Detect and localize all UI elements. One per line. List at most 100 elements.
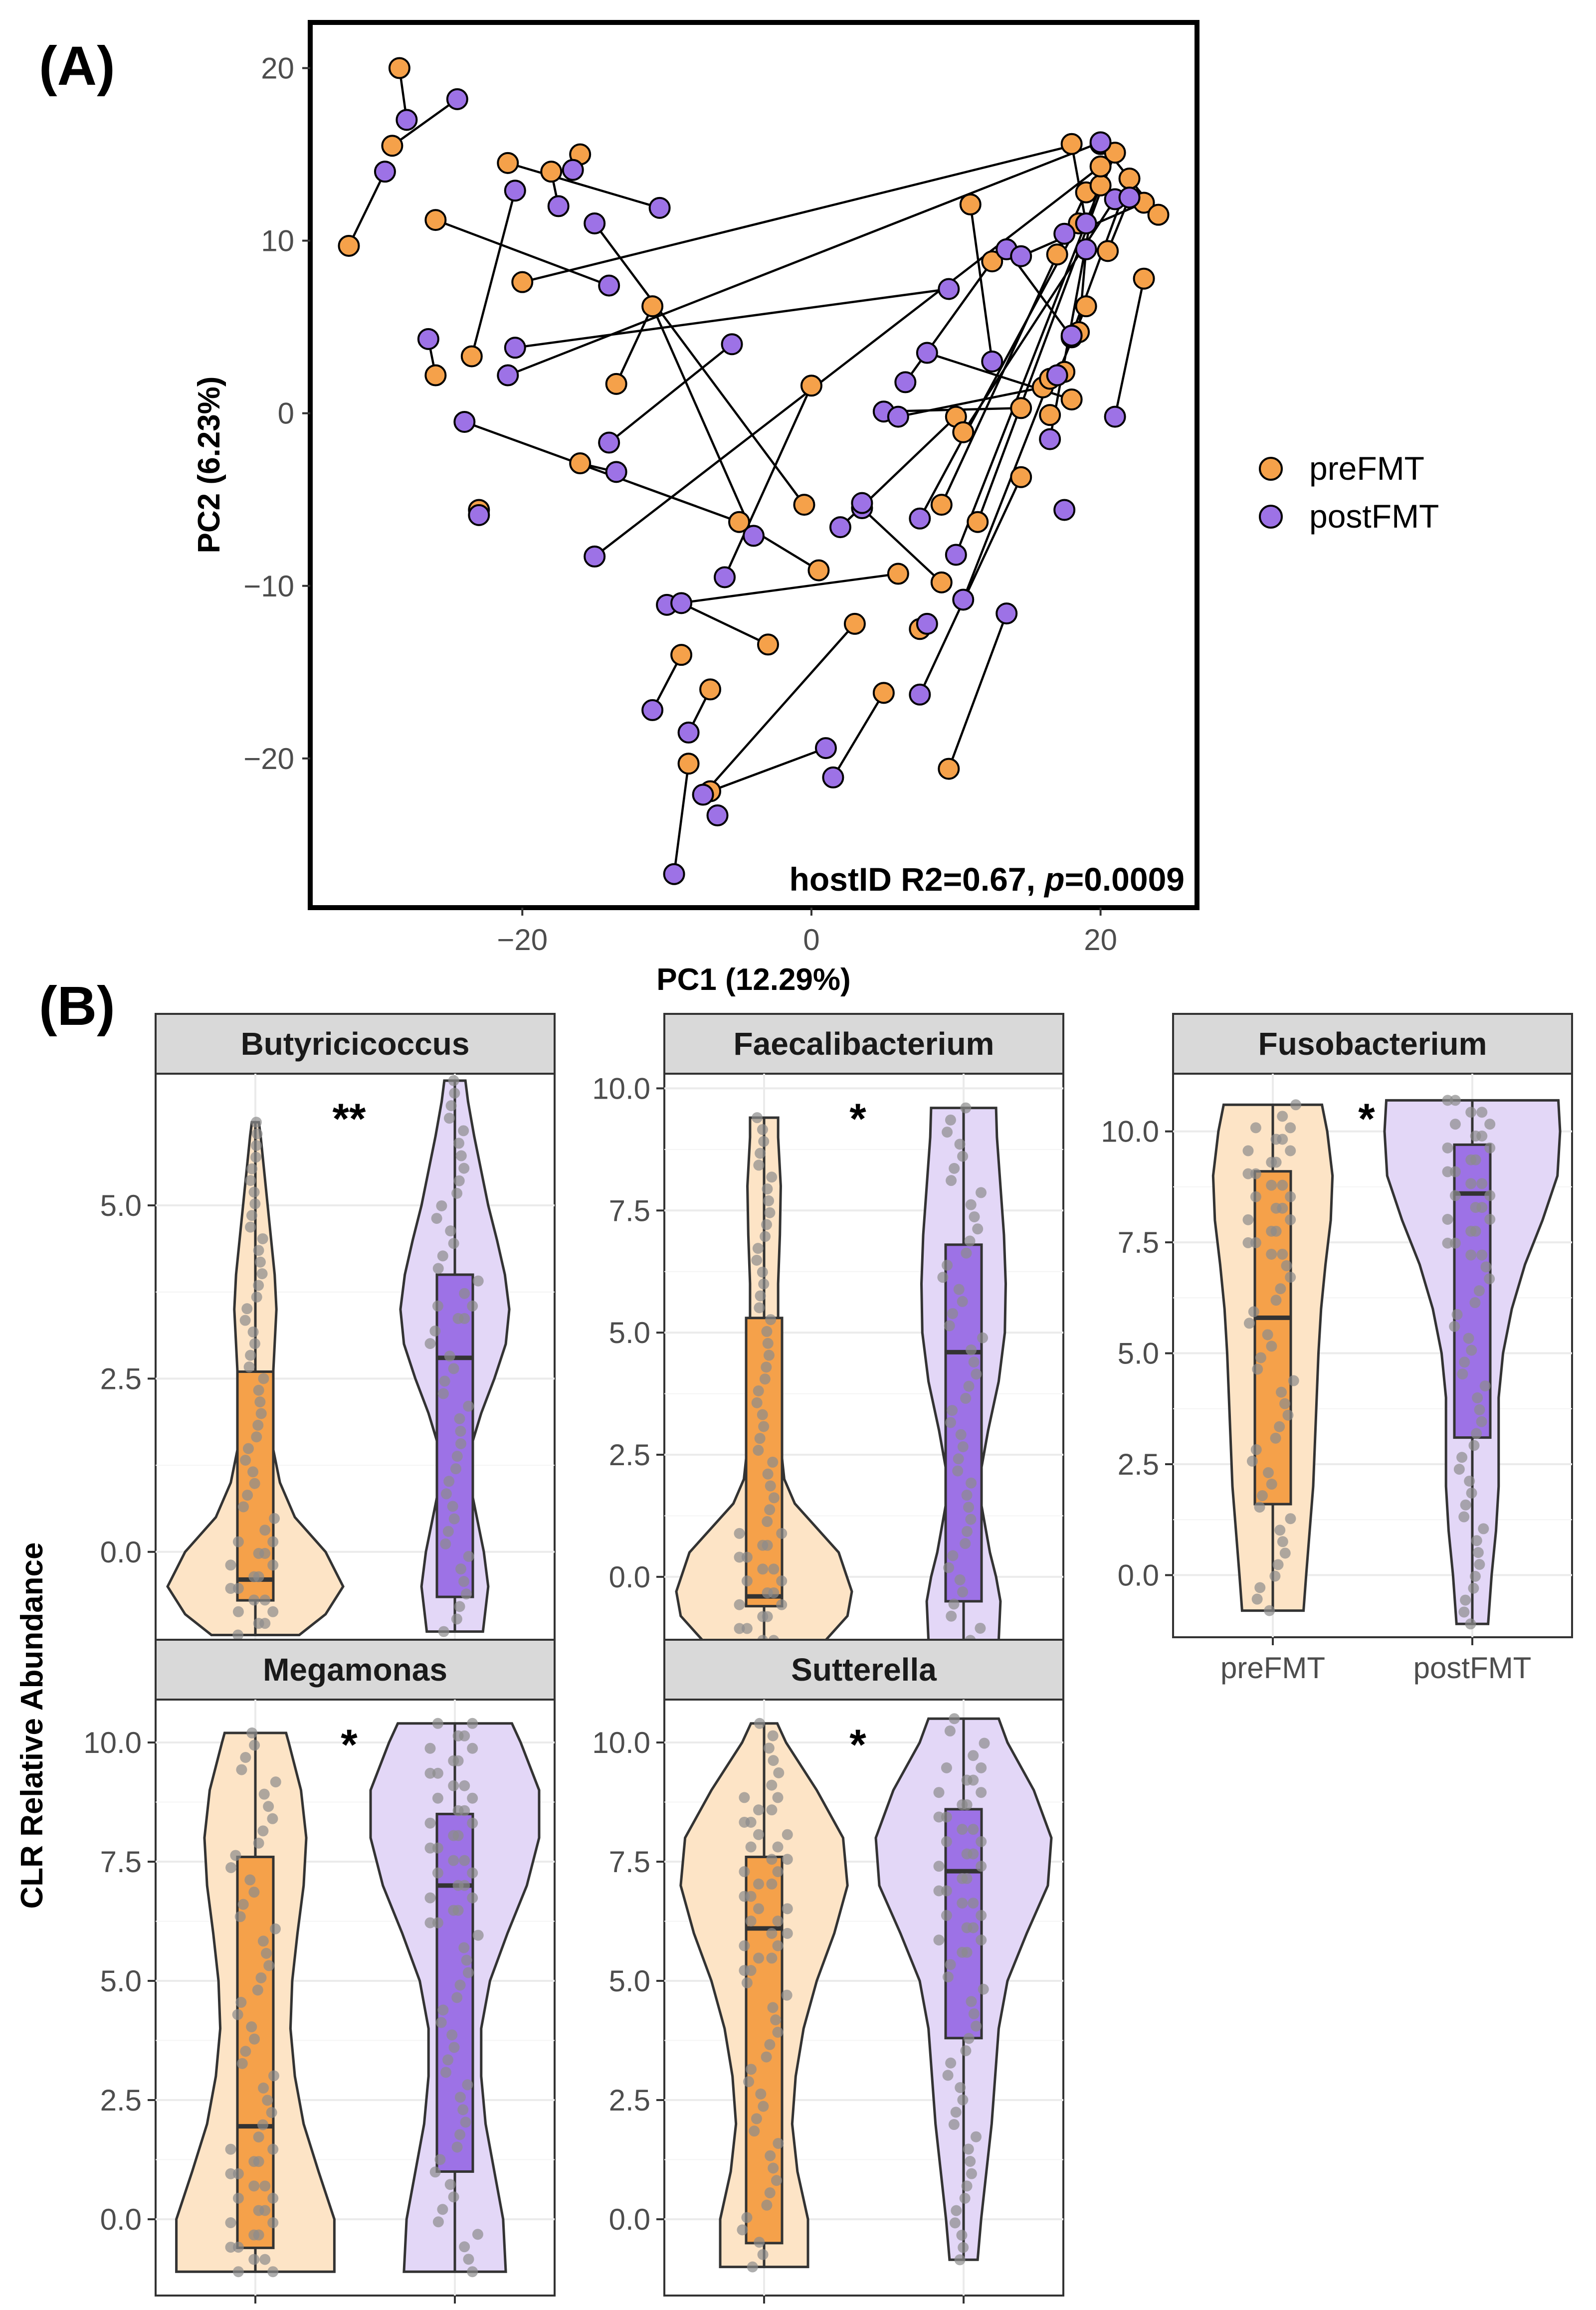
jitter-faecalibacterium-post-42 — [942, 1127, 953, 1138]
jitter-faecalibacterium-post-23 — [968, 1356, 980, 1368]
jitter-sutterella-pre-52 — [739, 1792, 750, 1803]
pair-line-28 — [832, 692, 885, 778]
jitter-fusobacterium-post-33 — [1449, 1237, 1461, 1249]
jitter-fusobacterium-post-43 — [1476, 1178, 1488, 1189]
pcoa-x-tick-label-2: 20 — [1084, 923, 1117, 957]
jitter-faecalibacterium-pre-32 — [759, 1373, 771, 1385]
jitter-butyricicoccus-post-46 — [448, 1075, 459, 1086]
jitter-sutterella-post-57 — [968, 1750, 979, 1761]
jitter-fusobacterium-pre-46 — [1242, 1168, 1254, 1179]
jitter-butyricicoccus-pre-42 — [257, 1233, 268, 1244]
jitter-butyricicoccus-post-29 — [459, 1288, 470, 1299]
jitter-butyricicoccus-pre-4 — [232, 1606, 244, 1617]
jitter-butyricicoccus-pre-8 — [225, 1583, 236, 1594]
pcoa-annotation: hostID R2=0.67, p=0.0009 — [790, 861, 1185, 898]
point-prefmt-24 — [872, 682, 895, 704]
point-postfmt-7 — [584, 212, 606, 234]
jitter-megamonas-post-25 — [461, 1954, 472, 1966]
jitter-butyricicoccus-pre-10 — [253, 1571, 264, 1582]
jitter-faecalibacterium-pre-6 — [734, 1599, 745, 1610]
jitter-megamonas-post-28 — [432, 1917, 443, 1928]
jitter-megamonas-post-59 — [459, 1730, 470, 1741]
jitter-butyricicoccus-pre-11 — [225, 1559, 236, 1571]
point-postfmt-2 — [446, 88, 468, 110]
jitter-butyricicoccus-post-41 — [453, 1138, 465, 1149]
jitter-fusobacterium-post-16 — [1471, 1428, 1482, 1439]
jitter-faecalibacterium-pre-44 — [760, 1231, 771, 1242]
y-tick-label-sutterella-3: 7.5 — [609, 1845, 650, 1879]
jitter-sutterella-pre-44 — [772, 1841, 784, 1853]
jitter-megamonas-post-27 — [472, 1929, 484, 1941]
jitter-megamonas-post-31 — [452, 1905, 464, 1916]
point-prefmt-6 — [424, 209, 447, 231]
point-postfmt-55 — [1118, 187, 1141, 209]
pair-line-42 — [962, 378, 1051, 600]
jitter-butyricicoccus-pre-7 — [232, 1583, 244, 1594]
jitter-megamonas-post-44 — [424, 1817, 436, 1829]
jitter-fusobacterium-post-25 — [1449, 1321, 1460, 1332]
y-tick-label-faecalibacterium-0: 0.0 — [609, 1560, 650, 1594]
point-postfmt-26 — [663, 863, 685, 885]
point-postfmt-34 — [894, 371, 917, 393]
legend-swatch-prefmt — [1259, 457, 1283, 481]
jitter-butyricicoccus-pre-34 — [247, 1326, 259, 1338]
jitter-sutterella-post-43 — [976, 1836, 987, 1847]
jitter-megamonas-pre-48 — [267, 1813, 278, 1824]
jitter-megamonas-post-32 — [424, 1892, 436, 1904]
jitter-megamonas-pre-0 — [267, 2266, 279, 2278]
jitter-megamonas-post-61 — [432, 1718, 443, 1729]
jitter-fusobacterium-post-4 — [1469, 1570, 1481, 1582]
jitter-fusobacterium-post-54 — [1449, 1119, 1461, 1130]
point-postfmt-10 — [504, 337, 526, 359]
jitter-fusobacterium-pre-1 — [1251, 1593, 1263, 1605]
jitter-megamonas-pre-55 — [246, 1727, 258, 1738]
point-prefmt-53 — [1118, 168, 1141, 190]
jitter-faecalibacterium-pre-22 — [768, 1492, 780, 1504]
jitter-fusobacterium-pre-41 — [1285, 1191, 1296, 1202]
jitter-sutterella-post-27 — [933, 1934, 945, 1946]
strip-sutterella — [663, 1639, 1064, 1701]
point-prefmt-40 — [1046, 243, 1068, 266]
jitter-butyricicoccus-post-34 — [445, 1225, 456, 1237]
jitter-sutterella-pre-59 — [754, 1718, 765, 1729]
jitter-fusobacterium-pre-9 — [1254, 1502, 1265, 1513]
point-prefmt-11 — [605, 373, 627, 395]
jitter-faecalibacterium-pre-46 — [764, 1207, 776, 1218]
y-tick-label-butyricicoccus-1: 2.5 — [100, 1362, 142, 1395]
jitter-butyricicoccus-pre-35 — [239, 1315, 251, 1326]
jitter-megamonas-pre-20 — [225, 2143, 236, 2155]
jitter-fusobacterium-post-48 — [1470, 1154, 1481, 1165]
point-postfmt-52 — [1104, 405, 1126, 428]
jitter-sutterella-pre-26 — [753, 1952, 764, 1964]
jitter-fusobacterium-pre-48 — [1270, 1156, 1282, 1168]
jitter-butyricicoccus-pre-21 — [249, 1478, 260, 1489]
jitter-fusobacterium-pre-20 — [1288, 1375, 1299, 1386]
jitter-butyricicoccus-post-32 — [437, 1250, 448, 1262]
jitter-butyricicoccus-post-5 — [455, 1563, 467, 1575]
jitter-butyricicoccus-post-4 — [458, 1576, 470, 1587]
point-postfmt-4 — [547, 195, 570, 217]
jitter-sutterella-post-44 — [941, 1836, 952, 1847]
jitter-sutterella-pre-54 — [766, 1779, 778, 1791]
jitter-butyricicoccus-post-10 — [447, 1501, 458, 1512]
jitter-faecalibacterium-post-12 — [961, 1490, 973, 1501]
pcoa-y-tick-label-4: 20 — [261, 52, 294, 85]
jitter-butyricicoccus-post-21 — [448, 1363, 459, 1374]
jitter-sutterella-post-18 — [963, 2033, 975, 2044]
jitter-megamonas-post-36 — [467, 1867, 478, 1879]
jitter-sutterella-post-39 — [933, 1861, 945, 1872]
jitter-megamonas-post-52 — [432, 1767, 443, 1779]
jitter-sutterella-pre-57 — [763, 1742, 775, 1754]
jitter-sutterella-pre-38 — [753, 1878, 764, 1890]
jitter-megamonas-pre-3 — [248, 2254, 260, 2265]
jitter-fusobacterium-pre-13 — [1246, 1455, 1258, 1467]
y-tick-label-fusobacterium-1: 2.5 — [1118, 1448, 1159, 1481]
jitter-megamonas-pre-46 — [253, 1837, 264, 1849]
jitter-butyricicoccus-post-45 — [449, 1088, 460, 1099]
jitter-fusobacterium-post-17 — [1476, 1416, 1487, 1427]
jitter-faecalibacterium-post-34 — [972, 1223, 984, 1235]
jitter-sutterella-post-47 — [941, 1811, 952, 1823]
jitter-megamonas-pre-7 — [253, 2229, 264, 2241]
jitter-fusobacterium-pre-42 — [1250, 1191, 1261, 1202]
pair-line-36 — [969, 204, 994, 362]
